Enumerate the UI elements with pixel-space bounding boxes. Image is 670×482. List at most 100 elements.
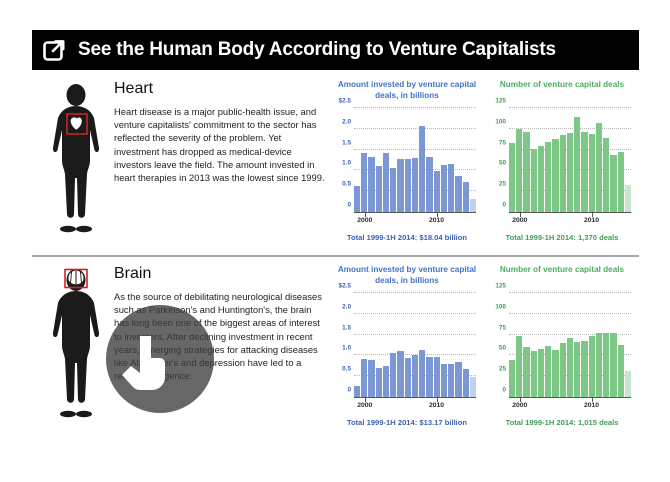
bar [361,358,368,397]
bar [523,347,530,397]
y-axis-tick-label: 125 [495,282,506,290]
bar [530,351,537,397]
bar [462,182,469,212]
bar [559,135,566,212]
heart-description: Heart disease is a major public-health i… [114,106,325,184]
chart-total-label: Total 1999-1H 2014: 1,015 deals [505,418,619,427]
bar [537,348,545,397]
bar [545,346,552,397]
bar-group [509,293,631,397]
x-axis-tick-mark [364,398,367,402]
bar [552,350,559,397]
bar [581,132,588,212]
bar [537,146,545,212]
bar [419,126,426,212]
y-axis-tick-label: 75 [498,324,506,332]
y-axis-tick-label: 50 [498,344,506,352]
x-axis: 2000 2010 [509,213,631,229]
x-axis: 2000 2010 [354,213,476,229]
bar [566,132,574,212]
bar [448,363,455,397]
bar [433,170,440,212]
bar [610,154,617,212]
bar [426,157,433,212]
bar [574,342,581,397]
y-axis-tick-label: $2.5 [338,282,351,290]
bar [523,132,530,212]
x-axis-tick-label: 2010 [428,402,445,409]
y-axis-tick-label: 0.5 [342,180,351,188]
human-body-brain-silhouette [40,267,112,419]
heart-heading: Heart [114,80,154,97]
y-axis-tick-label: 0 [502,386,506,394]
bar [382,365,390,397]
bar [411,157,419,212]
y-axis-tick-label: $2.5 [338,97,351,105]
x-axis-tick-mark [591,398,594,402]
y-axis-tick-label: 2.0 [342,118,351,126]
chart-title: Amount invested by venture capital deals… [337,80,477,100]
chart-total-label: Total 1999-1H 2014: 1,370 deals [505,233,619,242]
bar [462,369,469,397]
bar [509,142,516,212]
section-brain: Brain As the source of debilitating neur… [32,265,639,430]
gridline [509,333,631,335]
bar [354,186,361,212]
bar [397,351,404,397]
x-axis-tick-mark [519,213,522,217]
bar [419,350,426,397]
bar [361,152,368,212]
y-axis-tick-label: 1.0 [342,159,351,167]
gridline [354,354,476,356]
chart-title: Number of venture capital deals [499,80,625,89]
bar [382,152,390,212]
y-axis-tick-label: 25 [498,365,506,373]
x-axis: 2000 2010 [509,398,631,414]
bar-partial-year [469,199,476,212]
bar [404,159,411,212]
chart-total-label: Total 1999-1H 2014: $13.17 billion [346,418,468,427]
bar [588,336,595,397]
brain-heading: Brain [114,265,152,282]
bar [545,142,552,212]
plot-area: 0 25 50 75 100 125 [495,283,631,398]
chart-title: Amount invested by venture capital deals… [337,265,477,285]
y-axis-tick-label: 0.5 [342,365,351,373]
page-title: See the Human Body According to Venture … [78,39,556,60]
bar [603,332,610,397]
bar-group [354,293,476,397]
bar [368,360,375,397]
bar [516,128,523,212]
plot-area: 0 0.5 1.0 1.5 2.0 $2.5 [339,283,476,398]
brain-description: As the source of debilitating neurologic… [114,291,322,382]
heart-text-column: Heart Heart disease is a major public-he… [114,80,326,184]
bar-partial-year [469,377,476,397]
y-axis-tick-label: 1.0 [342,344,351,352]
bar [375,367,382,397]
bar [610,332,617,397]
bar [455,361,462,397]
bar [426,356,433,397]
bar [552,138,559,212]
section-heart: Heart Heart disease is a major public-he… [32,80,639,245]
page-header-bar[interactable]: See the Human Body According to Venture … [32,30,639,70]
y-axis-tick-label: 0 [502,201,506,209]
bar-partial-year [624,371,631,397]
y-axis-tick-label: 125 [495,97,506,105]
bar [375,166,382,212]
y-axis-tick-label: 0 [347,386,351,394]
x-axis-tick-mark [591,213,594,217]
bar [603,137,610,212]
external-link-icon[interactable] [42,38,66,62]
gridline [354,148,476,150]
y-axis-tick-label: 1.5 [342,324,351,332]
x-axis-tick-label: 2000 [357,217,373,224]
bar [448,163,455,212]
gridline [509,107,631,108]
gridline [354,107,476,108]
x-axis-tick-mark [364,213,367,217]
x-axis-tick-label: 2000 [512,217,528,224]
bar [566,337,574,397]
x-axis-tick-mark [519,398,522,402]
bar [530,148,537,212]
